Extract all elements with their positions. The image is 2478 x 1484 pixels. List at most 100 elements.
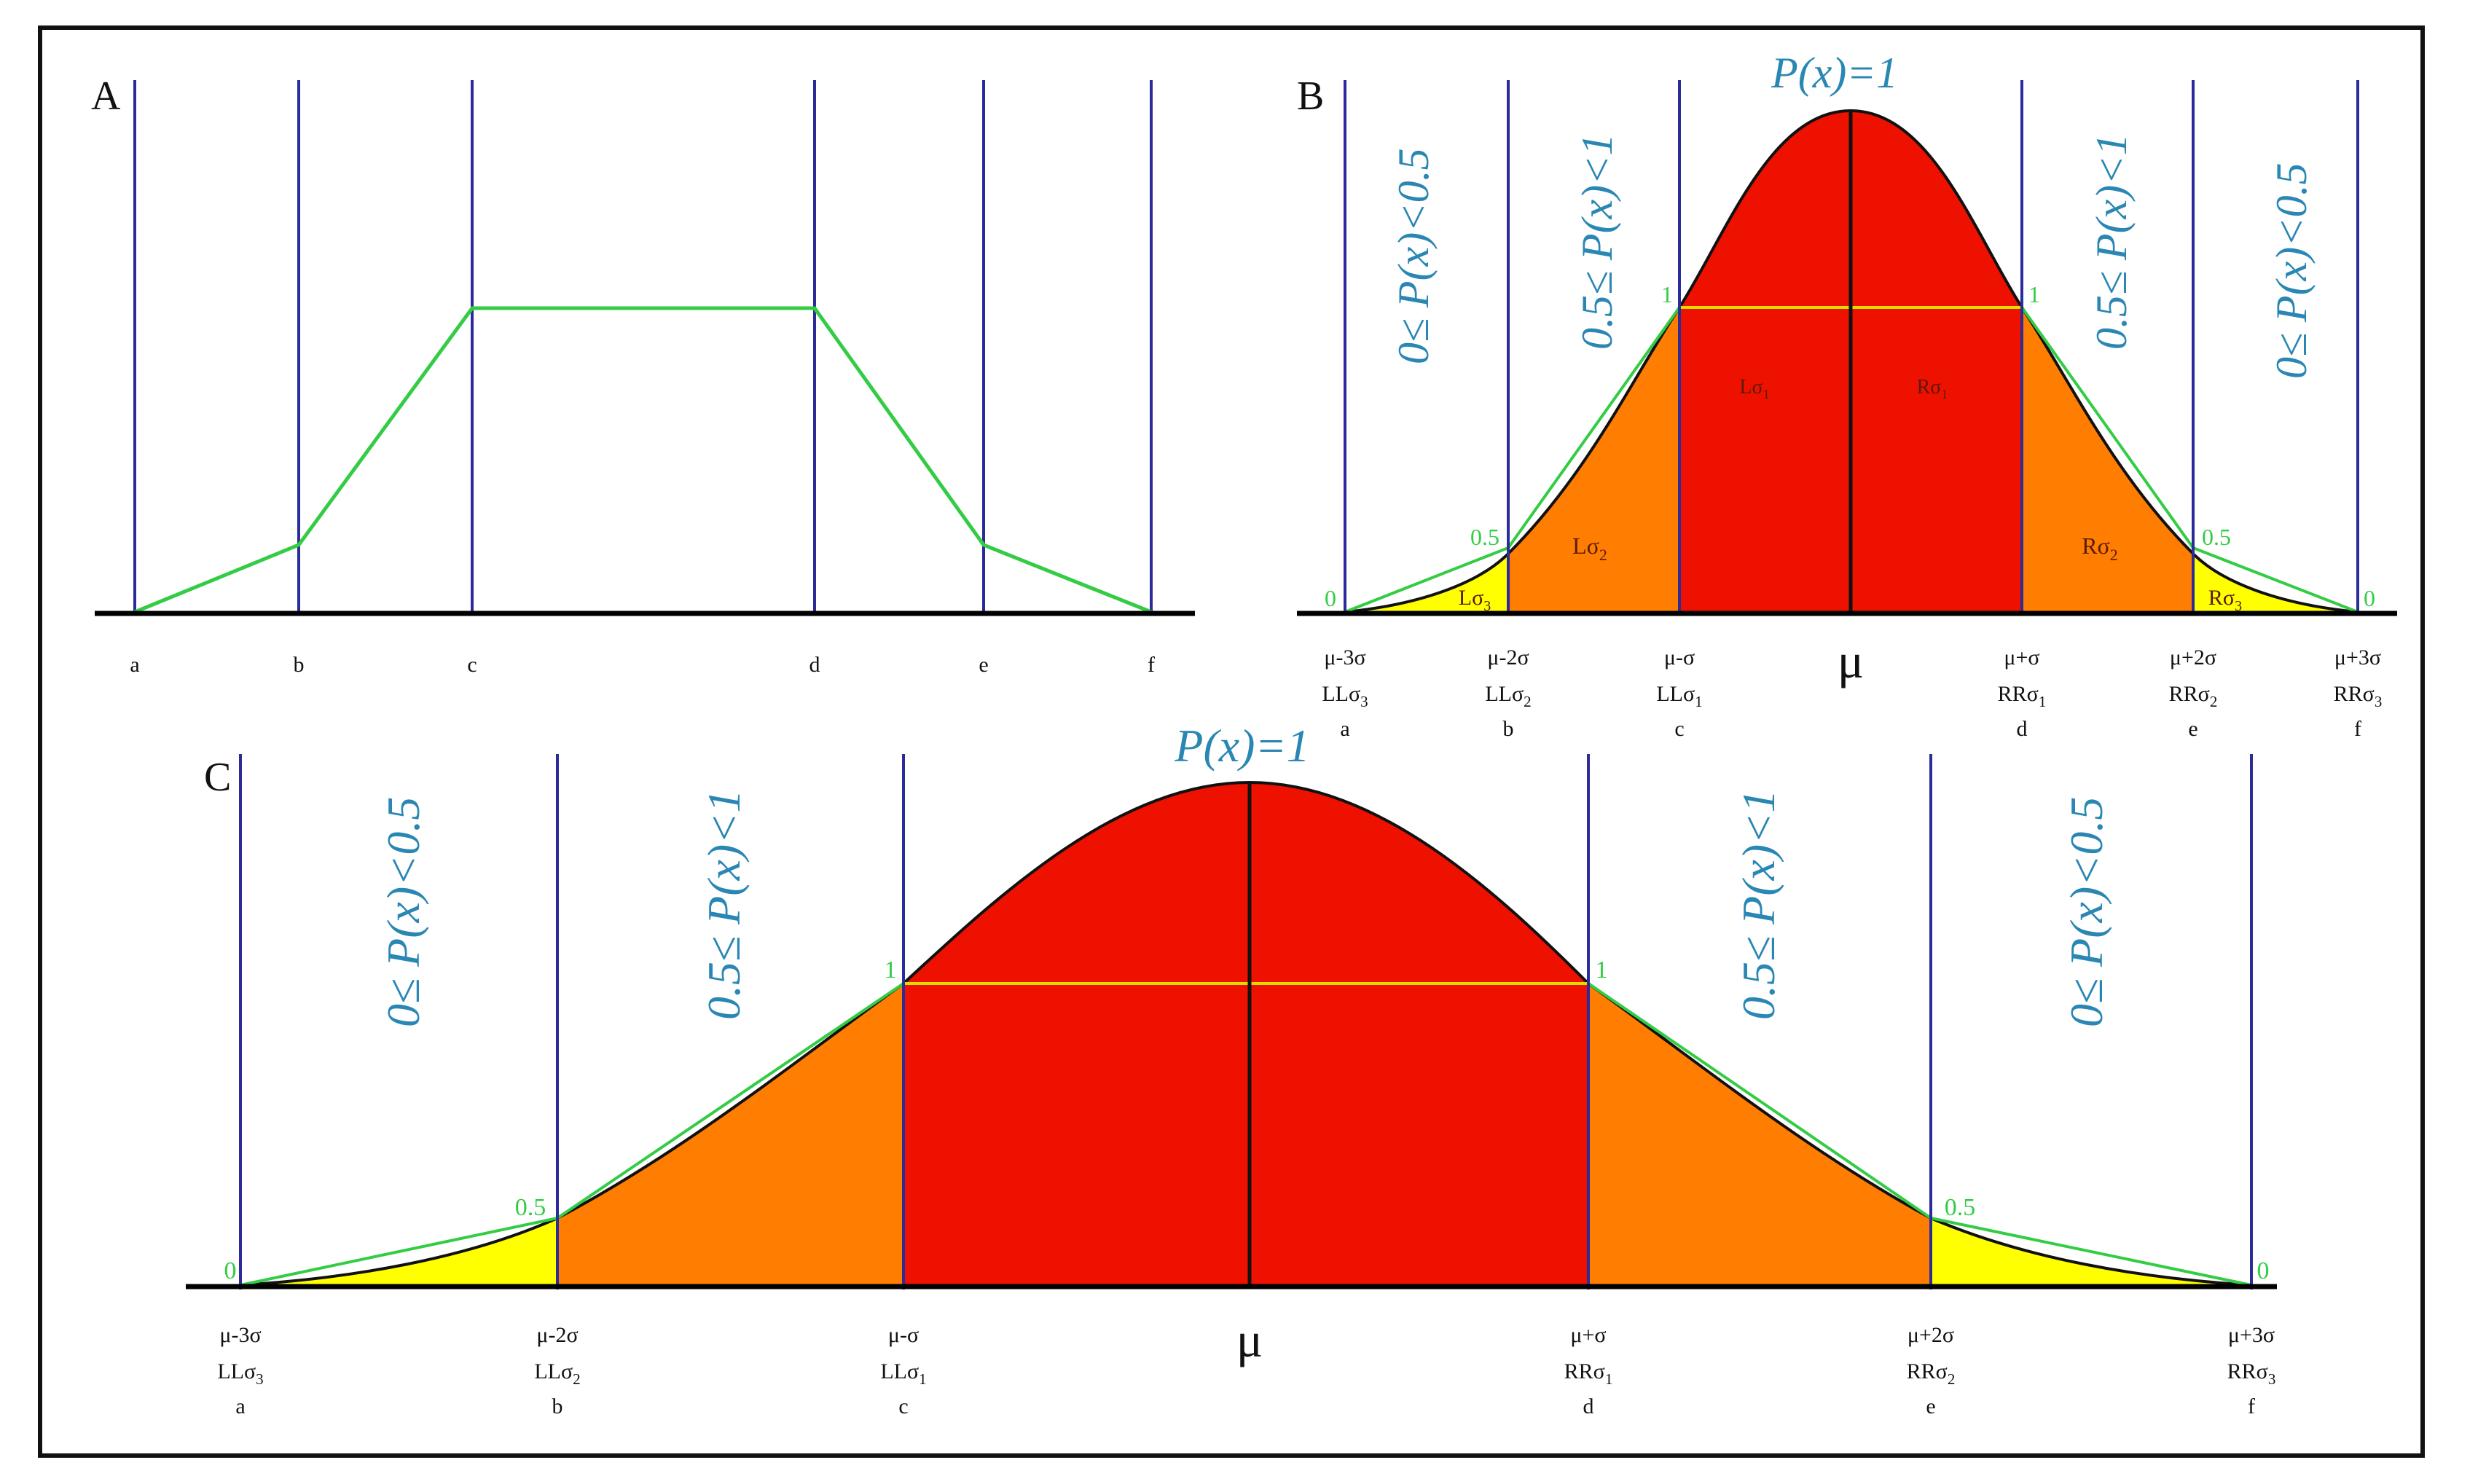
panel-a-tick-f: f <box>1148 653 1155 677</box>
panel-c-band-label-1: 0≤ P(x)<0.5 <box>377 797 429 1027</box>
panel-c-tick-f-line3: f <box>2248 1394 2255 1418</box>
panel-c-tick-f-line2: RRσ3 <box>2227 1359 2276 1388</box>
panel-b: B P(x)=1 0≤ P(x)<0.5 0.5≤ P(x)<1 0.5≤ P(… <box>1297 49 2397 741</box>
panel-c-point-label-e: 0.5 <box>1945 1194 1976 1221</box>
panel-b-band-label-3: 0.5≤ P(x)<1 <box>2087 133 2136 350</box>
panel-c-vlines <box>239 754 2253 1289</box>
panel-b-tick-d-line1: μ+σ <box>2004 645 2039 670</box>
panel-b-tick-b-line2: LLσ2 <box>1485 682 1531 710</box>
panel-c-tick-d-line1: μ+σ <box>1570 1323 1606 1347</box>
panel-b-region-label-r2: Rσ2 <box>2082 533 2118 564</box>
panel-b-band-label-1: 0≤ P(x)<0.5 <box>1389 148 1438 364</box>
panel-c-point-label-c: 1 <box>885 957 897 984</box>
panel-c-point-label-a: 0 <box>224 1257 237 1284</box>
panel-c-point-label-d: 1 <box>1596 957 1608 984</box>
panel-c-region-middle-left <box>557 984 903 1287</box>
panel-b-region-middle-right <box>2022 307 2193 613</box>
panel-b-point-label-b: 0.5 <box>1470 524 1499 550</box>
panel-c-tick-c-line2: LLσ1 <box>880 1359 926 1388</box>
panel-b-tick-f-line2: RRσ3 <box>2334 682 2383 710</box>
panel-b-tick-e-line3: e <box>2188 717 2197 741</box>
panel-a-tick-e: e <box>979 653 988 677</box>
panel-c-letter: C <box>204 755 231 800</box>
panel-c-tick-e-line3: e <box>1926 1394 1935 1418</box>
panel-c-tick-f-line1: μ+3σ <box>2228 1323 2275 1347</box>
panel-c-band-label-4: 0≤ P(x)<0.5 <box>2061 797 2112 1027</box>
panel-c-tick-e-line2: RRσ2 <box>1907 1359 1956 1388</box>
panel-b-tick-f: μ+3σ RRσ3 f <box>2334 645 2383 741</box>
panel-b-region-label-r3: Rσ3 <box>2208 586 2242 614</box>
panel-b-tick-d-line2: RRσ1 <box>1998 682 2047 710</box>
panel-c-tick-d-line2: RRσ1 <box>1564 1359 1613 1388</box>
panel-a-tick-b: b <box>294 653 305 677</box>
panel-c-tick-b-line2: LLσ2 <box>534 1359 580 1388</box>
panel-b-region-label-l1: Lσ1 <box>1739 376 1769 401</box>
panel-a-letter: A <box>91 74 121 119</box>
panel-c-tick-c-line1: μ-σ <box>888 1323 919 1347</box>
panel-c-tick-d-line3: d <box>1583 1394 1594 1418</box>
panel-a-ticks: a b c d e f <box>130 653 1155 677</box>
panel-b-point-label-f: 0 <box>2364 585 2375 611</box>
panel-b-point-label-d: 1 <box>2028 281 2040 307</box>
panel-a-vlines <box>133 80 1153 616</box>
panel-b-tick-a-line2: LLσ3 <box>1322 682 1368 710</box>
panel-b-tick-a: μ-3σ LLσ3 a <box>1322 645 1368 741</box>
panel-b-region-label-r1: Rσ1 <box>1917 376 1948 401</box>
panel-b-tick-c-line2: LLσ1 <box>1656 682 1702 710</box>
panel-a-tick-c: c <box>467 653 477 677</box>
panel-c-region-outer-right <box>1931 1218 2251 1287</box>
panel-c-tick-e-line1: μ+2σ <box>1907 1323 1954 1347</box>
panel-a: A a b c d e f <box>91 74 1195 677</box>
panel-c-tick-b-line1: μ-2σ <box>536 1323 578 1347</box>
panel-b-tick-b-line3: b <box>1503 717 1514 741</box>
panel-b-vlines <box>1344 80 2359 616</box>
panel-b-point-label-a: 0 <box>1325 585 1336 611</box>
panel-b-mu-label: μ <box>1838 633 1864 688</box>
panel-c-tick-a-line2: LLσ3 <box>217 1359 263 1388</box>
panel-c-point-label-b: 0.5 <box>515 1194 546 1221</box>
panel-b-band-label-4: 0≤ P(x)<0.5 <box>2267 162 2316 379</box>
panel-b-peak-label: P(x)=1 <box>1771 49 1898 97</box>
panel-b-tick-c-line3: c <box>1674 717 1684 741</box>
panel-c: C P(x)=1 0≤ P(x)<0.5 0.5≤ P(x)<1 0.5≤ P(… <box>186 720 2277 1418</box>
panel-c-mu-label: μ <box>1236 1312 1263 1367</box>
panel-c-point-label-f: 0 <box>2257 1257 2270 1284</box>
panel-c-peak-label: P(x)=1 <box>1174 720 1309 772</box>
panel-b-tick-d-line3: d <box>2017 717 2028 741</box>
panel-b-tick-d: μ+σ RRσ1 d <box>1998 645 2047 741</box>
panel-c-tick-c: μ-σ LLσ1 c <box>880 1323 926 1418</box>
panel-a-trapezoid-line <box>134 306 1152 614</box>
panel-c-region-outer-left <box>240 1218 557 1287</box>
panel-b-ticks: μ-3σ LLσ3 a μ-2σ LLσ2 b μ-σ LLσ1 c μ+σ R… <box>1322 645 2382 741</box>
panel-c-tick-b-line3: b <box>552 1394 563 1418</box>
panel-c-tick-a: μ-3σ LLσ3 a <box>217 1323 263 1418</box>
panel-c-tick-d: μ+σ RRσ1 d <box>1564 1323 1613 1418</box>
panel-b-tick-e: μ+2σ RRσ2 e <box>2169 645 2218 741</box>
figure-border <box>38 25 2425 1458</box>
panel-b-tick-e-line1: μ+2σ <box>2170 645 2216 670</box>
panel-b-region-label-l2: Lσ2 <box>1572 533 1607 564</box>
panel-b-tick-f-line3: f <box>2354 717 2361 741</box>
panel-b-band-label-2: 0.5≤ P(x)<1 <box>1573 133 1621 350</box>
panel-b-letter: B <box>1297 74 1324 119</box>
panel-b-tick-c-line1: μ-σ <box>1664 645 1695 670</box>
panel-b-tick-f-line1: μ+3σ <box>2334 645 2381 670</box>
panel-b-tick-e-line2: RRσ2 <box>2169 682 2218 710</box>
panel-b-tick-a-line1: μ-3σ <box>1324 645 1365 670</box>
panel-b-tick-c: μ-σ LLσ1 c <box>1656 645 1702 741</box>
panel-c-tick-e: μ+2σ RRσ2 e <box>1907 1323 1956 1418</box>
panel-c-tick-a-line3: a <box>235 1394 245 1418</box>
panel-c-band-label-3: 0.5≤ P(x)<1 <box>1733 790 1784 1020</box>
panel-b-region-outer-left <box>1345 554 1508 613</box>
panel-c-region-middle-right <box>1588 984 1931 1287</box>
panel-b-tick-b: μ-2σ LLσ2 b <box>1485 645 1531 741</box>
panel-b-point-label-e: 0.5 <box>2202 524 2231 550</box>
panel-c-tick-a-line1: μ-3σ <box>219 1323 261 1347</box>
panel-b-tick-b-line1: μ-2σ <box>1487 645 1529 670</box>
panel-c-tick-c-line3: c <box>898 1394 908 1418</box>
panel-c-region-center <box>903 782 1588 1287</box>
panel-c-ticks: μ-3σ LLσ3 a μ-2σ LLσ2 b μ-σ LLσ1 c μ+σ R… <box>217 1323 2275 1418</box>
panel-b-region-middle-left <box>1508 307 1679 613</box>
panel-b-region-outer-right <box>2193 554 2358 613</box>
